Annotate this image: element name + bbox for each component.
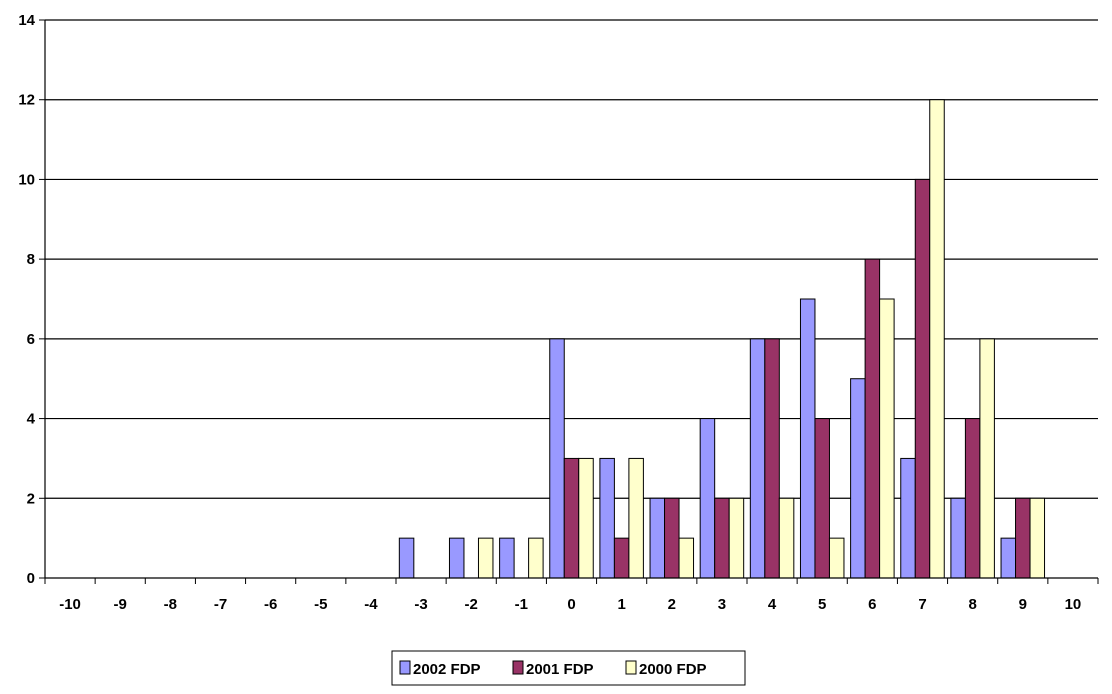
axes	[39, 19, 1099, 584]
bar-2001-fdp	[1015, 497, 1031, 579]
y-tick-label: 0	[27, 570, 35, 587]
x-tick-label: -9	[114, 596, 127, 613]
legend-swatch	[512, 660, 524, 675]
gridlines	[45, 19, 1098, 499]
x-tick-label: -8	[164, 596, 177, 613]
bar-2002-fdp	[398, 537, 415, 579]
y-tick-label: 14	[18, 12, 35, 29]
bar-2000-fdp	[828, 537, 845, 579]
x-tick-label: -1	[515, 596, 528, 613]
bar-2002-fdp	[950, 497, 966, 579]
legend-label: 2002 FDP	[413, 661, 481, 678]
bar-2002-fdp	[499, 537, 515, 579]
bar-2002-fdp	[699, 418, 716, 579]
bar-2001-fdp	[764, 338, 780, 579]
bar-2002-fdp	[799, 298, 816, 579]
y-tick-label: 2	[27, 490, 35, 507]
x-tick-label: -7	[214, 596, 227, 613]
bar-2001-fdp	[814, 418, 830, 579]
x-tick-label: -2	[465, 596, 478, 613]
bar-2002-fdp	[448, 537, 465, 579]
x-tick-label: -3	[414, 596, 427, 613]
legend: 2002 FDP 2001 FDP 2000 FDP	[391, 650, 746, 686]
x-tick-label: 4	[768, 596, 777, 613]
y-axis-ticks: 0 2 4 6 8 10 12 14	[18, 12, 35, 587]
x-tick-label: 2	[668, 596, 676, 613]
bar-2001-fdp	[914, 178, 931, 579]
legend-box	[391, 650, 746, 686]
x-tick-label: -6	[264, 596, 277, 613]
bar-2002-fdp	[649, 497, 666, 579]
x-tick-label: -10	[59, 596, 81, 613]
bar-2001-fdp	[613, 537, 630, 579]
bar-2001-fdp	[714, 497, 730, 579]
bar-2000-fdp	[477, 537, 494, 579]
legend-label: 2000 FDP	[639, 661, 707, 678]
x-tick-label: 7	[918, 596, 926, 613]
bar-2001-fdp	[664, 497, 680, 579]
bar-2000-fdp	[578, 457, 594, 579]
y-tick-label: 6	[27, 331, 35, 348]
x-tick-label: 9	[1019, 596, 1027, 613]
x-tick-label: 8	[968, 596, 976, 613]
bars	[398, 99, 1046, 579]
legend-swatch	[625, 660, 637, 675]
legend-swatch	[399, 660, 411, 675]
bar-2000-fdp	[728, 497, 745, 579]
bar-2001-fdp	[563, 457, 580, 579]
bar-2000-fdp	[929, 99, 945, 579]
bar-2000-fdp	[1029, 497, 1046, 579]
x-tick-label: 10	[1065, 596, 1082, 613]
bar-2000-fdp	[979, 338, 995, 579]
bar-2000-fdp	[628, 457, 644, 579]
y-tick-label: 10	[18, 171, 35, 188]
x-tick-label: 5	[818, 596, 826, 613]
bar-2001-fdp	[964, 418, 981, 579]
bar-2002-fdp	[599, 457, 615, 579]
bar-2001-fdp	[864, 258, 881, 579]
bar-2002-fdp	[549, 338, 565, 579]
bar-2000-fdp	[778, 497, 795, 579]
y-tick-label: 4	[27, 411, 36, 428]
bar-2000-fdp	[678, 537, 695, 579]
bar-2002-fdp	[749, 338, 766, 579]
legend-label: 2001 FDP	[526, 661, 594, 678]
bar-2000-fdp	[879, 298, 895, 579]
bar-2002-fdp	[850, 378, 866, 579]
bar-2002-fdp	[900, 457, 916, 579]
x-tick-label: 0	[567, 596, 575, 613]
bar-2002-fdp	[1000, 537, 1017, 579]
x-axis-ticks: -10 -9 -8 -7 -6 -5 -4 -3 -2 -1 0 1 2 3 4 5 6 7 8 9 10	[59, 596, 1081, 613]
y-tick-label: 12	[18, 92, 35, 109]
x-tick-label: 1	[617, 596, 625, 613]
x-tick-label: 6	[868, 596, 876, 613]
x-tick-label: -5	[314, 596, 327, 613]
x-tick-label: 3	[718, 596, 726, 613]
y-tick-label: 8	[27, 251, 35, 268]
bar-2000-fdp	[528, 537, 544, 579]
x-tick-label: -4	[364, 596, 378, 613]
